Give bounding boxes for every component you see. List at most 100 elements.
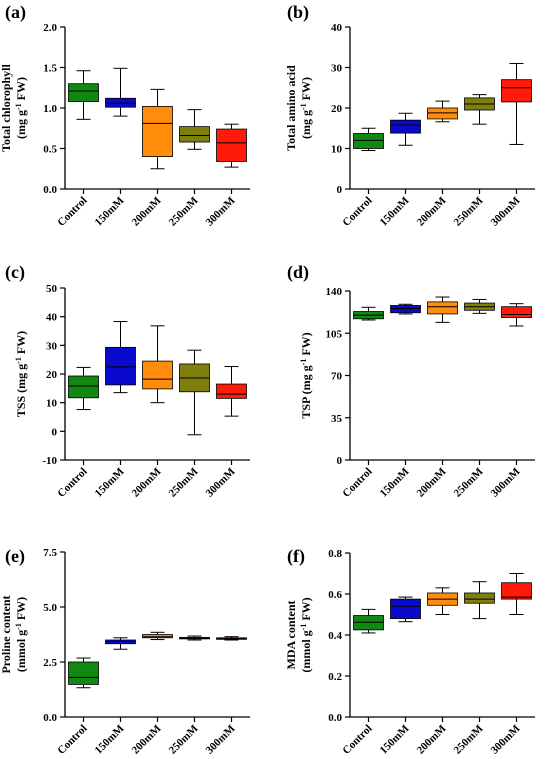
panel-label: (e)	[5, 546, 25, 567]
y-axis-title: Total amino acid	[284, 65, 298, 151]
box-body	[353, 133, 384, 149]
box-150mm	[390, 596, 421, 623]
panel-label: (a)	[5, 2, 26, 23]
box-300mm	[216, 636, 247, 641]
y-tick-label: 10	[331, 144, 343, 156]
y-tick-label: 0.5	[43, 144, 57, 156]
panel-label: (b)	[287, 2, 309, 23]
x-tick-label: 200mM	[415, 722, 449, 756]
y-tick-label: 0.8	[328, 548, 342, 560]
x-tick-label: 200mM	[130, 722, 164, 756]
chart-panel-d: (d) 0 35 70 105 140 TSP (mg g-1 FW) Control 150m…	[287, 262, 535, 500]
box-control	[68, 657, 99, 689]
box-300mm	[501, 573, 532, 615]
box-body	[68, 83, 99, 102]
x-tick-label: 250mM	[167, 194, 201, 228]
panel-label: (d)	[287, 262, 309, 283]
y-tick-label: 105	[326, 328, 343, 340]
box-body	[501, 306, 532, 318]
y-tick-label: 0	[337, 184, 343, 196]
box-control	[353, 306, 384, 321]
box-control	[68, 70, 99, 120]
box-body	[142, 360, 173, 390]
panel-label: (f)	[287, 546, 305, 567]
y-tick-label: 0.0	[43, 712, 57, 724]
box-body	[427, 301, 458, 315]
box-200mm	[427, 296, 458, 323]
box-250mm	[464, 94, 495, 125]
y-tick-label: 50	[46, 283, 58, 295]
box-150mm	[390, 303, 421, 315]
x-tick-label: 150mM	[93, 722, 127, 756]
y-tick-label: 35	[331, 413, 343, 425]
y-tick-label: 20	[46, 369, 58, 381]
box-200mm	[142, 325, 173, 404]
x-tick-label: 150mM	[378, 194, 412, 228]
y-axis-title: MDA content	[284, 601, 298, 670]
box-body	[142, 634, 173, 639]
box-body	[179, 126, 210, 143]
x-tick-label: 300mM	[204, 722, 238, 756]
box-body	[216, 128, 247, 162]
box-300mm	[216, 123, 247, 168]
x-tick-label: 300mM	[204, 465, 238, 499]
box-150mm	[105, 67, 136, 117]
y-axis-title: Total chlorophyll	[0, 63, 13, 151]
box-150mm	[390, 112, 421, 146]
x-tick-label: 300mM	[489, 722, 523, 756]
x-tick-label: Control	[340, 723, 374, 757]
box-body	[105, 346, 136, 386]
y-tick-label: 0.0	[328, 712, 342, 724]
box-300mm	[501, 62, 532, 145]
x-tick-label: 250mM	[167, 722, 201, 756]
x-tick-label: 200mM	[130, 465, 164, 499]
chart-panel-b: (b) 0 10 20 30 40 Total amino acid (mg g-1 FW) C…	[284, 2, 535, 229]
x-tick-label: 300mM	[489, 194, 523, 228]
box-250mm	[179, 109, 210, 150]
y-axis-title: (mmol g-1 FW)	[299, 597, 314, 672]
box-150mm	[105, 321, 136, 394]
x-tick-label: Control	[55, 723, 89, 757]
box-control	[68, 366, 99, 411]
y-tick-label: 0.6	[328, 589, 342, 601]
y-tick-label: 0.2	[328, 671, 342, 683]
y-tick-label: 0.0	[43, 184, 57, 196]
x-tick-label: 200mM	[415, 465, 449, 499]
x-tick-label: 250mM	[452, 465, 486, 499]
x-tick-label: Control	[340, 466, 374, 500]
x-tick-label: 150mM	[378, 722, 412, 756]
x-tick-label: 250mM	[452, 722, 486, 756]
y-tick-label: 40	[331, 22, 343, 34]
y-tick-label: 7.5	[43, 547, 57, 559]
panel-label: (c)	[5, 262, 25, 283]
box-body	[68, 375, 99, 399]
box-body	[216, 383, 247, 399]
x-tick-label: 250mM	[167, 465, 201, 499]
box-body	[501, 582, 532, 600]
y-tick-label: 40	[46, 312, 58, 324]
box-250mm	[464, 298, 495, 314]
y-tick-label: 2.5	[43, 657, 57, 669]
y-tick-label: 2.0	[43, 22, 57, 34]
y-tick-label: 1.0	[43, 103, 57, 115]
x-tick-label: 150mM	[93, 194, 127, 228]
box-body	[142, 105, 173, 157]
y-tick-label: 0	[337, 455, 343, 467]
x-tick-label: Control	[340, 195, 374, 229]
y-tick-label: 1.5	[43, 63, 57, 75]
y-tick-label: 30	[46, 340, 58, 352]
x-tick-label: 150mM	[378, 465, 412, 499]
chart-panel-f: (f) 0.0 0.2 0.4 0.6 0.8 MDA content (mmol g-1 F…	[284, 546, 535, 757]
y-tick-label: 0.4	[328, 630, 342, 642]
chart-panel-e: (e) 0.0 2.5 5.0 7.5 Proline content (mmol g-1 …	[0, 546, 250, 757]
y-axis-title: TSS (mg g-1 FW)	[14, 331, 29, 417]
y-tick-label: 20	[331, 103, 343, 115]
chart-panel-c: (c) -10 0 10 20 30 40 50 TSS (mg g-1 FW) Control 1…	[5, 262, 250, 500]
y-tick-label: 30	[331, 63, 343, 75]
box-200mm	[142, 631, 173, 641]
box-250mm	[179, 349, 210, 436]
x-tick-label: 150mM	[93, 465, 127, 499]
box-control	[353, 127, 384, 152]
box-250mm	[179, 635, 210, 641]
